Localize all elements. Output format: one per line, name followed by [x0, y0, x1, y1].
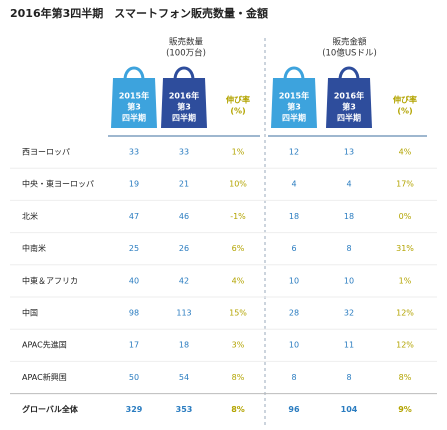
growth-cell: 8% — [232, 373, 245, 382]
value-cell: 33 — [179, 148, 189, 157]
growth-cell: 0% — [399, 212, 412, 221]
column-header: 2015年 — [279, 91, 309, 101]
column-header: 四半期 — [337, 113, 361, 123]
group-unit: (100万台) — [166, 48, 206, 59]
value-cell: 18 — [179, 341, 189, 350]
value-cell: 104 — [341, 405, 358, 414]
value-cell: 25 — [129, 244, 139, 253]
value-cell: 32 — [344, 309, 354, 318]
value-cell: 8 — [291, 373, 296, 382]
value-cell: 40 — [129, 276, 139, 285]
region-label: グローバル全体 — [22, 404, 79, 414]
value-cell: 28 — [289, 309, 299, 318]
growth-cell: 10% — [229, 180, 247, 189]
value-cell: 11 — [344, 341, 354, 350]
value-cell: 47 — [129, 212, 139, 221]
bag — [326, 78, 372, 128]
value-cell: 17 — [129, 341, 139, 350]
value-cell: 21 — [179, 180, 189, 189]
value-cell: 329 — [126, 405, 143, 414]
region-label: 中央・東ヨーロッパ — [22, 179, 94, 189]
column-header: 第3 — [287, 102, 301, 112]
value-cell: 50 — [129, 373, 139, 382]
value-cell: 4 — [291, 180, 296, 189]
region-label: APAC新興国 — [22, 372, 67, 382]
value-cell: 26 — [179, 244, 189, 253]
bag-handle — [173, 66, 195, 81]
growth-cell: 15% — [229, 309, 247, 318]
value-cell: 19 — [129, 180, 139, 189]
column-header: (%) — [230, 107, 245, 116]
value-cell: 4 — [346, 180, 351, 189]
group-label: 販売数量 — [169, 37, 204, 48]
column-header: 第3 — [127, 102, 141, 112]
value-cell: 42 — [179, 276, 189, 285]
column-header: 第3 — [177, 102, 191, 112]
region-label: APAC先進国 — [22, 340, 67, 350]
growth-cell: 4% — [399, 148, 412, 157]
growth-cell: 6% — [232, 244, 245, 253]
column-header: 伸び率 — [392, 95, 417, 105]
column-header: 2016年 — [334, 91, 364, 101]
title: 2016年第3四半期 スマートフォン販売数量・金額 — [10, 6, 268, 20]
column-header: 四半期 — [282, 113, 306, 123]
group-label: 販売金額 — [332, 37, 367, 48]
value-cell: 8 — [346, 373, 351, 382]
value-cell: 10 — [289, 276, 299, 285]
bag-handle — [338, 66, 360, 81]
value-cell: 13 — [344, 148, 354, 157]
growth-cell: 12% — [396, 341, 414, 350]
growth-cell: 8% — [231, 405, 245, 414]
growth-cell: -1% — [230, 212, 246, 221]
region-label: 北米 — [22, 211, 38, 221]
growth-cell: 12% — [396, 309, 414, 318]
column-header: 四半期 — [172, 113, 196, 123]
bag-handle — [123, 66, 145, 81]
column-header: 2015年 — [119, 91, 149, 101]
growth-cell: 9% — [398, 405, 412, 414]
column-header: 四半期 — [122, 113, 146, 123]
column-header: (%) — [397, 107, 412, 116]
value-cell: 353 — [176, 405, 193, 414]
growth-cell: 1% — [232, 148, 245, 157]
region-label: 中南米 — [22, 243, 46, 253]
growth-cell: 1% — [399, 276, 412, 285]
region-label: 中国 — [22, 308, 38, 318]
column-header: 2016年 — [169, 91, 199, 101]
group-unit: (10億USドル) — [322, 48, 377, 59]
growth-cell: 4% — [232, 276, 245, 285]
growth-cell: 8% — [399, 373, 412, 382]
growth-cell: 3% — [232, 341, 245, 350]
value-cell: 96 — [288, 405, 300, 414]
value-cell: 18 — [344, 212, 354, 221]
value-cell: 113 — [176, 309, 191, 318]
bag — [111, 78, 157, 128]
value-cell: 12 — [289, 148, 299, 157]
growth-cell: 31% — [396, 244, 414, 253]
value-cell: 46 — [179, 212, 189, 221]
value-cell: 8 — [346, 244, 351, 253]
value-cell: 98 — [129, 309, 139, 318]
bag — [271, 78, 317, 128]
value-cell: 18 — [289, 212, 299, 221]
value-cell: 6 — [291, 244, 296, 253]
value-cell: 10 — [344, 276, 354, 285]
column-header: 第3 — [342, 102, 356, 112]
region-label: 中東＆アフリカ — [22, 275, 78, 285]
growth-cell: 17% — [396, 180, 414, 189]
region-label: 西ヨーロッパ — [22, 148, 70, 157]
bag-handle — [283, 66, 305, 81]
value-cell: 54 — [179, 373, 189, 382]
bag — [161, 78, 207, 128]
value-cell: 33 — [129, 148, 139, 157]
column-header: 伸び率 — [225, 95, 250, 105]
value-cell: 10 — [289, 341, 299, 350]
